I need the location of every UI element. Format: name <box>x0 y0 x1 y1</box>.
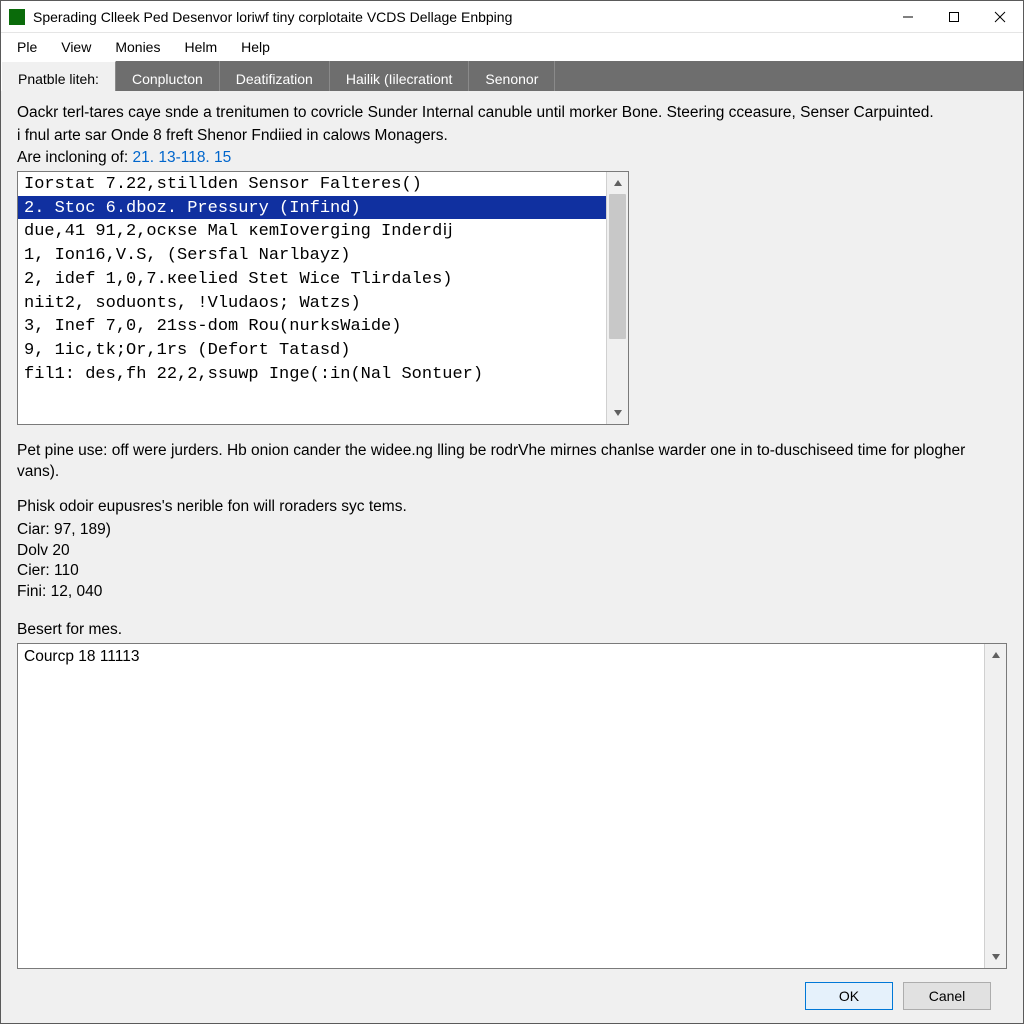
stat-label: Fini: <box>17 583 46 600</box>
scroll-down-button[interactable] <box>607 402 628 424</box>
description-paragraph-2: Phisk odoir eupusres's nerible fon will … <box>17 497 1007 518</box>
close-icon <box>994 11 1006 23</box>
list-item[interactable]: 2. Stoc 6.dboz. Pressury (Infind) <box>18 196 606 220</box>
scroll-down-button[interactable] <box>985 946 1006 968</box>
chevron-up-icon <box>991 650 1001 660</box>
tab-label: Hailik (Iilecrationt <box>346 71 453 87</box>
titlebar: Sperading Clleek Ped Desenvor loriwf tin… <box>1 1 1023 33</box>
listbox-scrollbar[interactable] <box>606 172 628 424</box>
chevron-up-icon <box>613 178 623 188</box>
description-paragraph-1: Pet pine use: off were jurders. Hb onion… <box>17 441 1007 483</box>
close-button[interactable] <box>977 1 1023 32</box>
minimize-icon <box>902 11 914 23</box>
menu-help[interactable]: Help <box>231 37 280 57</box>
stat-label: Ciar: <box>17 521 50 538</box>
tab-pnatble[interactable]: Pnatble liteh: <box>1 61 116 91</box>
button-label: Canel <box>929 988 966 1004</box>
stat-value: 110 <box>54 562 79 579</box>
scroll-track[interactable] <box>985 666 1006 946</box>
stat-value: 97, 189) <box>54 521 111 538</box>
cancel-button[interactable]: Canel <box>903 982 991 1010</box>
tab-label: Pnatble liteh: <box>18 71 99 87</box>
stat-label: Cier: <box>17 562 50 579</box>
button-label: OK <box>839 988 859 1004</box>
stat-line: Ciar: 97, 189) <box>17 520 1007 541</box>
list-item[interactable]: niit2, soduonts, !Vludaos; Watzs) <box>18 291 606 315</box>
textarea-label: Besert for mes. <box>17 621 1007 639</box>
menu-ple[interactable]: Ple <box>7 37 47 57</box>
minimize-button[interactable] <box>885 1 931 32</box>
scroll-thumb[interactable] <box>609 194 626 340</box>
tab-senonor[interactable]: Senonor <box>469 61 555 91</box>
maximize-icon <box>948 11 960 23</box>
stat-line: Dolv 20 <box>17 541 1007 562</box>
content-panel: Oackr terl-tares caye snde a trenitumen … <box>1 91 1023 1023</box>
range-line: Are incloning of: 21. 13-118. 15 <box>17 149 1007 167</box>
tab-hailik[interactable]: Hailik (Iilecrationt <box>330 61 470 91</box>
tab-label: Senonor <box>485 71 538 87</box>
range-value[interactable]: 21. 13-118. 15 <box>132 149 231 166</box>
menu-monies[interactable]: Monies <box>105 37 170 57</box>
chevron-down-icon <box>991 952 1001 962</box>
stat-label: Dolv <box>17 542 48 559</box>
list-item[interactable]: Iorstat 7.22,stillden Sensor Falteres() <box>18 172 606 196</box>
textarea-content[interactable]: Courcp 18 11113 <box>18 644 984 968</box>
tab-strip: Pnatble liteh: Conplucton Deatifization … <box>1 61 1023 91</box>
tab-label: Conplucton <box>132 71 203 87</box>
listbox-viewport: Iorstat 7.22,stillden Sensor Falteres() … <box>18 172 606 424</box>
scroll-track[interactable] <box>607 194 628 402</box>
scroll-up-button[interactable] <box>985 644 1006 666</box>
list-item[interactable]: 9, 1ic,tk;Or,1rs (Defort Tatasd) <box>18 338 606 362</box>
list-item[interactable]: 1, Ion16,V.S, (Sersfal Narlbayz) <box>18 243 606 267</box>
menubar: Ple View Monies Helm Help <box>1 33 1023 61</box>
menu-view[interactable]: View <box>51 37 101 57</box>
tab-deatifization[interactable]: Deatifization <box>220 61 330 91</box>
menu-helm[interactable]: Helm <box>174 37 227 57</box>
chevron-down-icon <box>613 408 623 418</box>
tab-label: Deatifization <box>236 71 313 87</box>
tab-conplucton[interactable]: Conplucton <box>116 61 220 91</box>
dialog-button-row: OK Canel <box>17 969 1007 1023</box>
app-window: Sperading Clleek Ped Desenvor loriwf tin… <box>0 0 1024 1024</box>
stat-value: 12, 040 <box>51 583 103 600</box>
intro-paragraph-1: Oackr terl-tares caye snde a trenitumen … <box>17 103 1007 124</box>
list-item[interactable]: due,41 91,2,ocĸse Mal ĸemIoverging Inder… <box>18 219 606 243</box>
list-item[interactable]: 2, idef 1,0,7.кeelied Stet Wice Tlirdale… <box>18 267 606 291</box>
app-icon <box>9 9 25 25</box>
range-label: Are incloning of: <box>17 149 132 166</box>
window-title: Sperading Clleek Ped Desenvor loriwf tin… <box>33 9 885 25</box>
stat-line: Fini: 12, 040 <box>17 582 1007 603</box>
sensor-listbox[interactable]: Iorstat 7.22,stillden Sensor Falteres() … <box>17 171 629 425</box>
ok-button[interactable]: OK <box>805 982 893 1010</box>
notes-textarea[interactable]: Courcp 18 11113 <box>17 643 1007 969</box>
list-item[interactable]: 3, Inef 7,0, 21ss-dom Rou(nurksWaide) <box>18 314 606 338</box>
intro-paragraph-2: i fnul arte sar Onde 8 freft Shenor Fndi… <box>17 126 1007 147</box>
maximize-button[interactable] <box>931 1 977 32</box>
window-controls <box>885 1 1023 32</box>
stat-value: 20 <box>52 542 69 559</box>
scroll-up-button[interactable] <box>607 172 628 194</box>
textarea-scrollbar[interactable] <box>984 644 1006 968</box>
stat-line: Cier: 110 <box>17 561 1007 582</box>
list-item[interactable]: fil1: des,fh 22,2,ssuwp Inge(:in(Nal Son… <box>18 362 606 386</box>
